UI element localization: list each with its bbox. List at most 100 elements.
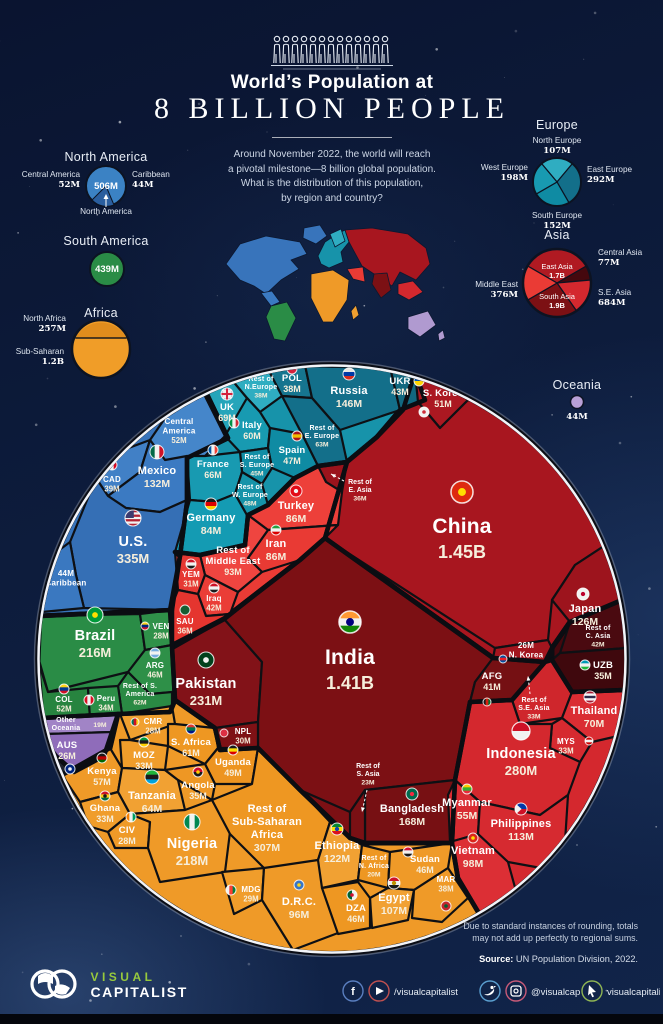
logo-capitalist: CAPITALIST (90, 983, 188, 1000)
label-afghanistan: AFG (482, 671, 503, 682)
flag-icon-c1 (150, 445, 164, 459)
social-row: f /visualcapitalist @visualcap (340, 978, 663, 1004)
value-algeria: 46M (347, 914, 365, 924)
value-ghana: 33M (96, 814, 114, 824)
value-rest-se-asia: 33M (527, 713, 541, 720)
flag-icon-c42 (97, 753, 107, 763)
source-text: Source: UN Population Division, 2022. (479, 954, 638, 964)
flag-icon-c47 (184, 814, 200, 830)
value-nepal: 30M (235, 737, 250, 746)
flag-icon-c35 (59, 684, 69, 694)
value-rest-n-europe: 38M (254, 392, 268, 399)
legend-se-asia: S.E. Asia 684M (598, 288, 632, 308)
value-australia: 26M (58, 751, 76, 761)
flag-icon-c8 (292, 431, 302, 441)
value-rest-s-europe: 45M (250, 470, 264, 477)
label-iraq: Iraq (206, 594, 221, 603)
label-rest-e-europe: Rest of (309, 425, 335, 432)
value-rest-w-europe: 48M (243, 500, 257, 507)
label-japan: Japan (569, 603, 602, 615)
flag-icon-c28 (512, 722, 530, 740)
title-divider (272, 137, 392, 138)
label-malaysia: MYS (557, 737, 575, 746)
legend-asia-title: Asia (544, 228, 570, 242)
label-vietnam: Vietnam (451, 845, 495, 857)
flag-icon-c44 (193, 767, 203, 777)
value-ethiopia: 122M (324, 853, 351, 865)
value-rest-c-asia: 42M (591, 641, 605, 648)
value-mexico: 132M (144, 478, 171, 490)
label-nepal: NPL (235, 727, 252, 736)
handle-fb-yt[interactable]: /visualcapitalist (394, 987, 458, 998)
cell-russia (303, 367, 402, 432)
legend-middle-east: Middle East 376M (475, 280, 518, 300)
flag-icon-c3 (221, 388, 233, 400)
flag-icon-c20 (180, 605, 190, 615)
label-pakistan: Pakistan (175, 676, 236, 692)
legend-north-america-circle: 506M (85, 165, 127, 207)
label-rest-c-asia: C. Asia (586, 633, 611, 640)
flag-icon-c54 (441, 901, 451, 911)
label-rest-middle-east: Rest of (216, 545, 250, 556)
svg-text:f: f (351, 986, 355, 998)
flag-icon-c43 (145, 770, 159, 784)
flag-icon-c11 (419, 407, 429, 417)
label-mozambique: MOZ (133, 750, 155, 761)
label-cameroon: CMR (144, 717, 163, 726)
value-morocco: 38M (438, 885, 453, 894)
label-australia: AUS (57, 740, 78, 751)
svg-text:1.7B: 1.7B (549, 271, 565, 280)
label-canada: CAD (103, 475, 121, 484)
value-india: 1.41B (326, 673, 374, 693)
label-sudan: Sudan (410, 854, 440, 865)
value-germany: 84M (201, 525, 222, 537)
youtube-icon[interactable] (368, 980, 390, 1002)
legend-south-europe: South Europe 152M (531, 211, 583, 231)
rounding-note: Due to standard instances of rounding, t… (463, 921, 638, 943)
value-bangladesh: 168M (399, 816, 426, 828)
handle-tw-ig[interactable]: @visualcap (531, 987, 580, 998)
value-peru: 34M (98, 704, 113, 713)
flag-icon-c23 (483, 698, 491, 706)
world-map (225, 224, 446, 342)
flag-icon-c19 (209, 583, 219, 593)
cursor-icon[interactable] (581, 980, 603, 1002)
people-row-icon (271, 35, 393, 70)
legend-africa-title: Africa (84, 306, 118, 320)
label-tanzania: Tanzania (128, 790, 177, 802)
value-afghanistan: 41M (483, 682, 501, 692)
label-nigeria: Nigeria (167, 836, 218, 852)
label-germany: Germany (186, 512, 236, 524)
legend-east-europe: East Europe 292M (587, 165, 633, 185)
value-thailand: 70M (584, 718, 605, 730)
label-rest-se-asia: S.E. Asia (518, 705, 550, 712)
instagram-icon[interactable] (505, 980, 527, 1002)
value-ukraine: 43M (391, 387, 409, 397)
label-russia: Russia (330, 385, 368, 397)
legend-west-europe: West Europe 198M (480, 163, 528, 183)
label-kenya: Kenya (87, 766, 117, 777)
label-caribbean: 44M (58, 569, 74, 578)
facebook-icon[interactable]: f (342, 980, 364, 1002)
svg-text:East Asia: East Asia (541, 262, 573, 271)
annotation-rest-e-asia-label: E. Asia (348, 487, 371, 494)
label-myanmar: Myanmar (442, 797, 492, 809)
label-philippines: Philippines (491, 818, 552, 830)
label-rest-e-europe: E. Europe (305, 433, 339, 440)
label-venezuela: VEN (152, 622, 169, 631)
flag-icon-c26 (584, 691, 596, 703)
label-rest-w-europe: W. Europe (232, 492, 268, 499)
label-spain: Spain (279, 445, 306, 456)
flag-icon-c21 (198, 652, 214, 668)
label-south-africa: S. Africa (171, 737, 212, 748)
value-rest-e-europe: 63M (315, 441, 329, 448)
svg-text:506M: 506M (94, 181, 118, 192)
twitter-icon[interactable] (479, 980, 501, 1002)
value-brazil: 216M (79, 645, 112, 660)
value-iraq: 42M (206, 604, 221, 613)
label-turkey: Turkey (278, 500, 315, 512)
handle-web[interactable]: visualcapitalist.com (607, 987, 663, 998)
visual-capitalist-logo: VISUAL CAPITALIST (28, 962, 248, 1010)
legend-north-america-pointer: North America (80, 207, 132, 216)
